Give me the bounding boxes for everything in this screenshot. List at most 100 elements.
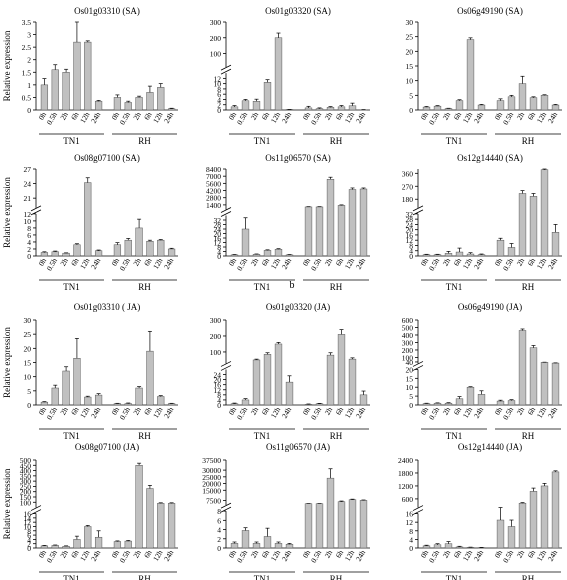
y-tick-label: 270 — [402, 182, 414, 191]
axis-break-mark — [412, 505, 424, 511]
x-tick-label: 2h — [441, 548, 453, 559]
x-tick-label: 6h — [526, 548, 538, 559]
bar — [496, 100, 505, 111]
y-tick-label: 600 — [402, 316, 414, 325]
bar — [551, 104, 560, 111]
bar — [124, 102, 132, 111]
y-tick-label: 8 — [217, 391, 221, 400]
bar — [84, 526, 92, 549]
bar — [304, 206, 313, 257]
x-tick-label: 0h — [419, 405, 431, 416]
bar — [241, 228, 250, 257]
y-tick-label: 15 — [406, 374, 414, 383]
bar — [337, 106, 346, 111]
x-tick-label: 6h — [260, 110, 272, 121]
y-tick-label: 6 — [27, 531, 31, 540]
bar — [444, 108, 453, 111]
group-label: RH — [138, 431, 151, 441]
chart-title: Os01g03310 (SA) — [74, 6, 140, 16]
bar — [241, 530, 250, 549]
bar — [94, 394, 103, 406]
axis-break-mark — [30, 509, 42, 515]
y-tick-label: 0 — [217, 252, 221, 261]
y-tick-label: 8 — [27, 527, 31, 536]
chart-panel-11: Os11g06570 (JA)0246875001500020000250003… — [202, 442, 370, 580]
x-tick-label: 0h — [110, 110, 122, 121]
x-tick-label: 2h — [441, 405, 453, 416]
y-tick-label: 0 — [217, 401, 221, 410]
bar — [315, 503, 324, 549]
y-tick-label: 1800 — [398, 469, 413, 478]
group-label: RH — [138, 136, 151, 146]
y-axis-label: Relative expression — [2, 327, 12, 398]
axis-break-mark — [220, 502, 232, 509]
bar — [359, 188, 368, 257]
bar — [433, 402, 442, 406]
bar — [73, 244, 81, 257]
bar — [529, 196, 538, 257]
y-tick-label: 250 — [20, 482, 32, 491]
bar — [167, 503, 176, 549]
group-label: TN1 — [446, 136, 463, 146]
bar — [124, 403, 132, 406]
bar — [551, 471, 560, 549]
chart-panel-7: Os01g03310 ( JA) Relative expression 0 5 10 1… — [2, 302, 178, 441]
group-label: RH — [138, 282, 151, 292]
chart-title: Os08g07100 (JA) — [75, 442, 139, 452]
bar — [73, 539, 81, 549]
bar — [518, 193, 527, 257]
chart-panel-4: Os08g07100 (SA)Relative expression024681… — [2, 153, 178, 292]
bar — [433, 105, 442, 111]
y-tick-label: 2800 — [206, 194, 221, 203]
y-tick-label: 300 — [402, 338, 414, 347]
bar — [146, 241, 154, 257]
chart-panel-8: Os01g03320 (JA)048121620241002003000h0.5… — [210, 302, 370, 441]
group-label: RH — [522, 282, 535, 292]
bar — [359, 500, 368, 549]
bar — [113, 244, 122, 257]
y-tick-label: 10 — [214, 80, 222, 89]
group-label: RH — [522, 136, 535, 146]
x-tick-label: 0h — [493, 405, 505, 416]
x-tick-label: 2h — [515, 405, 527, 416]
x-tick-label: 6h — [142, 405, 154, 416]
x-tick-label: 24h — [280, 405, 294, 419]
x-tick-label: 2h — [249, 256, 261, 267]
axis-break-mark — [220, 361, 232, 367]
bar — [146, 92, 154, 111]
y-tick-label: 25 — [406, 33, 414, 42]
x-tick-label: 24h — [89, 405, 103, 419]
axis-break-mark — [220, 211, 232, 217]
y-tick-label: 3.5 — [22, 18, 32, 27]
y-tick-label: 6 — [27, 231, 31, 240]
x-tick-label: 24h — [546, 256, 560, 270]
bar — [304, 404, 313, 406]
bar — [230, 403, 239, 406]
bar — [146, 488, 154, 549]
x-tick-label: 24h — [280, 110, 294, 124]
x-tick-label: 2h — [323, 548, 335, 559]
x-tick-label: 6h — [142, 548, 154, 559]
bar — [157, 239, 165, 257]
bar — [326, 179, 335, 257]
y-tick-label: 12 — [214, 386, 222, 395]
bar — [518, 83, 527, 111]
y-tick-label: 1200 — [398, 482, 413, 491]
y-tick-label: 0 — [217, 106, 221, 115]
bar — [40, 84, 49, 111]
y-tick-label: 20 — [406, 47, 414, 56]
x-tick-label: 0h — [110, 256, 122, 267]
bar — [540, 169, 549, 257]
x-tick-label: 24h — [354, 110, 368, 124]
bar — [230, 543, 239, 549]
y-tick-label: 20 — [214, 230, 222, 239]
bar — [113, 541, 122, 549]
group-label: TN1 — [446, 431, 463, 441]
bar — [507, 400, 516, 406]
bar — [433, 544, 442, 549]
y-tick-label: 12 — [24, 518, 32, 527]
x-tick-label: 0.5h — [235, 548, 249, 564]
y-tick-label: 0 — [27, 106, 31, 115]
y-tick-label: 10 — [24, 217, 32, 226]
x-tick-label: 0.5h — [235, 405, 249, 421]
